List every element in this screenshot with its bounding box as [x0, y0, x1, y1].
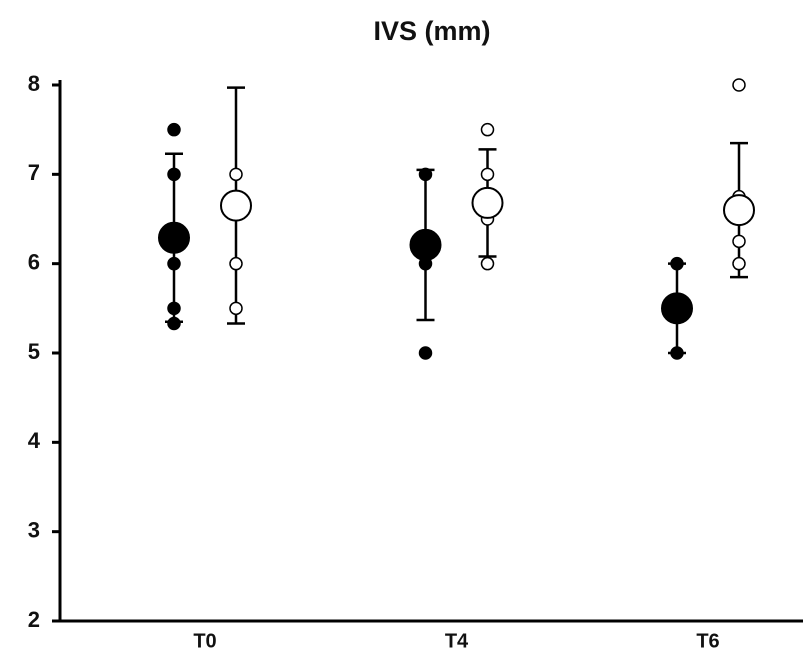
mean-marker — [220, 189, 252, 222]
data-point — [229, 167, 243, 182]
data-point — [167, 122, 181, 137]
mean-marker — [661, 292, 693, 325]
x-tick-label: T4 — [445, 630, 469, 652]
data-point — [167, 167, 181, 182]
y-tick-label: 5 — [28, 339, 40, 364]
x-tick-label: T6 — [696, 630, 719, 652]
data-point — [670, 256, 684, 271]
mean-marker — [723, 194, 755, 227]
y-tick-label: 7 — [28, 160, 40, 185]
data-point — [229, 256, 243, 271]
data-point — [480, 256, 495, 271]
y-tick-label: 2 — [28, 607, 40, 632]
data-point — [670, 346, 684, 360]
y-tick-label: 3 — [28, 517, 40, 542]
x-tick-label: T0 — [193, 630, 216, 652]
mean-marker — [409, 228, 442, 261]
data-point — [167, 256, 181, 271]
data-point — [480, 122, 495, 137]
data-point — [732, 234, 746, 249]
data-point — [732, 256, 746, 271]
data-point — [167, 316, 181, 331]
data-point — [480, 167, 495, 182]
mean-marker — [471, 186, 504, 219]
y-tick-label: 6 — [28, 249, 40, 274]
y-tick-label: 4 — [28, 428, 41, 453]
mean-marker — [158, 221, 190, 254]
chart-title: IVS (mm) — [373, 16, 490, 46]
data-point — [418, 167, 433, 182]
data-point — [229, 301, 243, 316]
data-point — [167, 301, 181, 316]
data-point — [732, 78, 746, 92]
y-tick-label: 8 — [28, 71, 40, 96]
data-point — [418, 346, 433, 360]
